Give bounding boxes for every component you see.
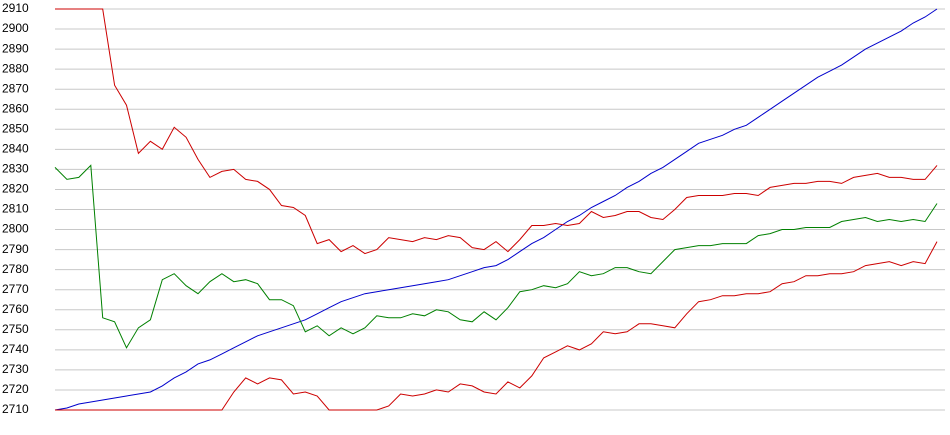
y-tick-label: 2770: [2, 282, 29, 296]
y-tick-label: 2760: [2, 302, 29, 316]
y-tick-label: 2850: [2, 121, 29, 135]
y-tick-label: 2840: [2, 142, 29, 156]
y-tick-label: 2820: [2, 182, 29, 196]
y-tick-label: 2710: [2, 402, 29, 416]
y-tick-label: 2910: [2, 1, 29, 15]
y-tick-label: 2780: [2, 262, 29, 276]
y-tick-label: 2740: [2, 342, 29, 356]
y-tick-label: 2800: [2, 222, 29, 236]
y-tick-label: 2870: [2, 81, 29, 95]
y-tick-label: 2880: [2, 61, 29, 75]
y-tick-label: 2890: [2, 41, 29, 55]
y-tick-label: 2830: [2, 162, 29, 176]
series-line: [54, 164, 938, 349]
y-tick-label: 2860: [2, 101, 29, 115]
y-tick-label: 2900: [2, 21, 29, 35]
y-tick-label: 2730: [2, 362, 29, 376]
series-line: [55, 8, 938, 255]
y-tick-label: 2720: [2, 382, 29, 396]
series-line: [54, 8, 938, 411]
y-tick-label: 2810: [2, 202, 29, 216]
y-tick-label: 2790: [2, 242, 29, 256]
series-line: [55, 241, 938, 411]
y-tick-label: 2750: [2, 322, 29, 336]
